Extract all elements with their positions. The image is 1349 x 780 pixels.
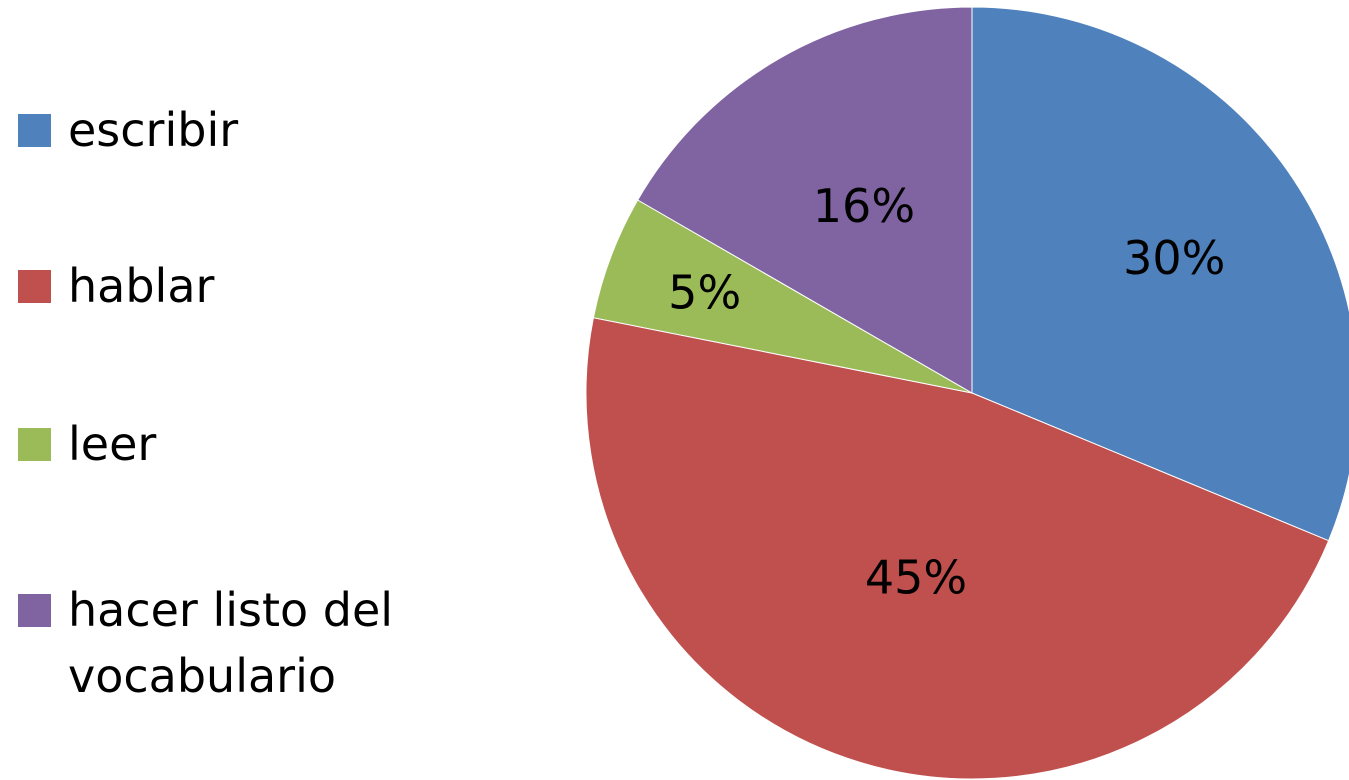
pie-value-label-escribir: 30% bbox=[1123, 231, 1225, 285]
legend-item-escribir: escribir bbox=[18, 97, 448, 163]
legend-label-leer: leer bbox=[68, 417, 157, 471]
legend-swatch-hacer-listo-del-vocabulario bbox=[18, 594, 51, 627]
legend-swatch-hablar bbox=[18, 270, 51, 303]
legend-label-hacer-listo-del-vocabulario: hacer listo del vocabulario bbox=[68, 583, 394, 703]
legend-item-leer: leer bbox=[18, 411, 448, 477]
pie-value-label-hablar: 45% bbox=[865, 551, 967, 605]
legend-swatch-escribir bbox=[18, 114, 51, 147]
legend-swatch-leer bbox=[18, 428, 51, 461]
legend-item-hablar: hablar bbox=[18, 253, 448, 319]
legend-label-hablar: hablar bbox=[68, 259, 215, 313]
pie-slice-hacer-listo-del-vocabulario bbox=[637, 6, 973, 394]
pie-value-label-hacer-listo-del-vocabulario: 16% bbox=[813, 179, 915, 233]
pie-value-labels: 30% 45% 5% 16% bbox=[668, 179, 1225, 605]
pie-slices bbox=[585, 6, 1349, 780]
legend-label-escribir: escribir bbox=[68, 103, 239, 157]
pie-value-label-leer: 5% bbox=[668, 265, 741, 319]
pie-slice-escribir bbox=[971, 6, 1349, 542]
legend-item-hacer-listo-del-vocabulario: hacer listo del vocabulario bbox=[18, 577, 448, 709]
pie-slice-hablar bbox=[585, 317, 1330, 780]
chart-legend: escribir hablar leer hacer listo del voc… bbox=[18, 0, 478, 780]
